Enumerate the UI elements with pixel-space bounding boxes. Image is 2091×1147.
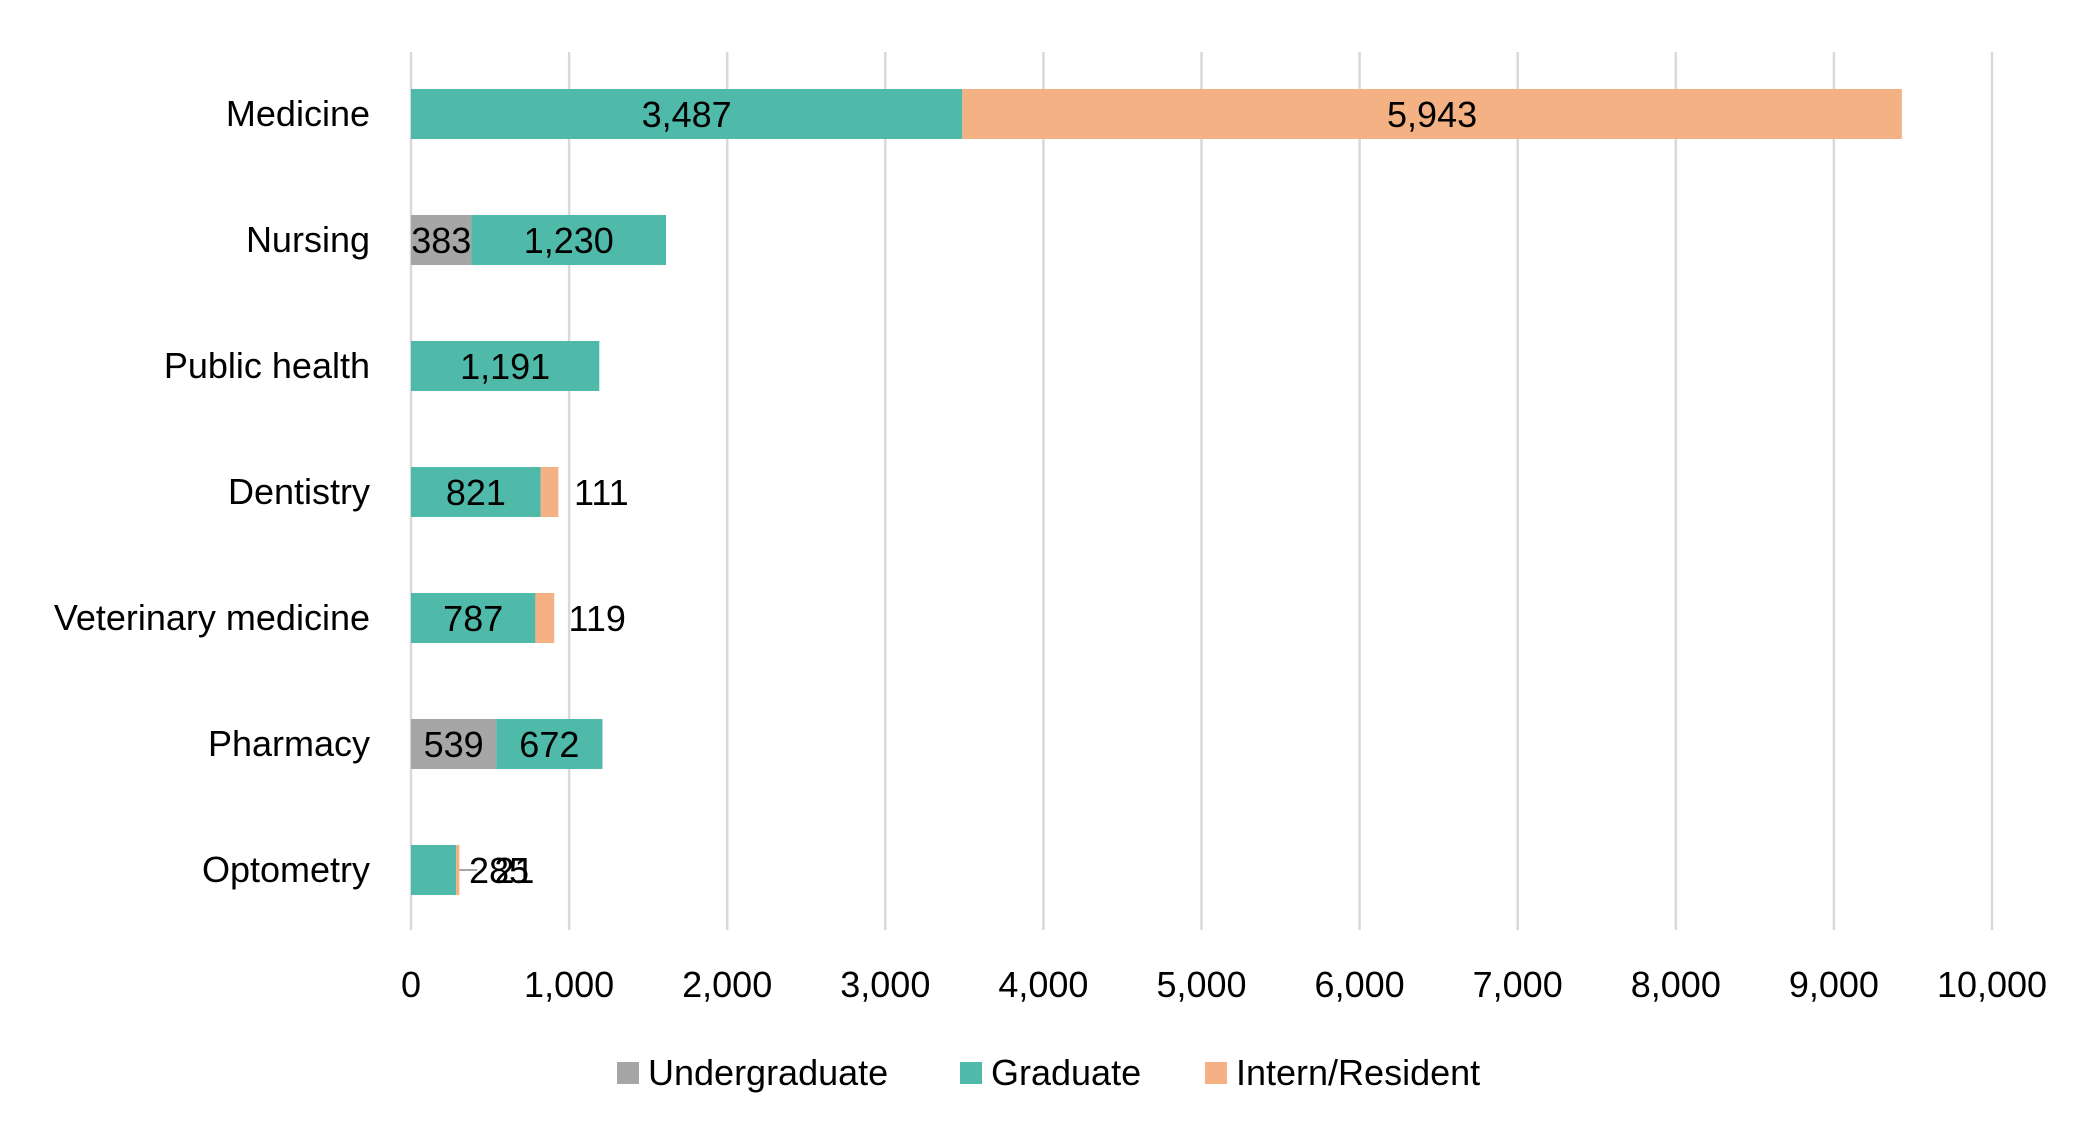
x-tick-label-9: 9,000 — [1789, 964, 1879, 1005]
legend-label-intern-resident: Intern/Resident — [1236, 1052, 1480, 1093]
bar-nursing-undergraduate — [411, 215, 472, 265]
legend: Undergraduate Graduate Intern/Resident — [617, 1052, 1480, 1093]
x-tick-label-10: 10,000 — [1937, 964, 2047, 1005]
bar-pharmacy-graduate — [496, 719, 603, 769]
category-label-dentistry: Dentistry — [228, 471, 370, 512]
bar-medicine-graduate — [411, 89, 963, 139]
bar-veterinary-medicine-intern-resident — [535, 593, 555, 643]
data-label-nursing-undergraduate: 383 — [411, 220, 471, 261]
category-label-optometry: Optometry — [202, 849, 370, 890]
bars — [411, 89, 1902, 895]
gridlines — [409, 52, 1994, 930]
bar-dentistry-graduate — [411, 467, 541, 517]
category-label-public-health: Public health — [164, 345, 370, 386]
legend-swatch-intern-resident — [1205, 1062, 1227, 1084]
data-label-pharmacy-undergraduate: 539 — [424, 724, 484, 765]
legend-label-graduate: Graduate — [991, 1052, 1141, 1093]
bar-optometry-intern-resident — [456, 845, 460, 895]
bar-nursing-graduate — [471, 215, 667, 265]
category-label-nursing: Nursing — [246, 219, 370, 260]
data-label-public-health-graduate: 1,191 — [460, 346, 550, 387]
data-label-veterinary-medicine-intern-resident: 119 — [569, 598, 626, 639]
x-tick-label-5: 5,000 — [1156, 964, 1246, 1005]
x-tick-label-8: 8,000 — [1631, 964, 1721, 1005]
x-tick-label-0: 0 — [401, 964, 421, 1005]
bar-medicine-intern-resident — [962, 89, 1902, 139]
data-label-optometry-graduate: 285 — [469, 850, 529, 891]
data-label-veterinary-medicine-graduate: 787 — [443, 598, 503, 639]
category-label-pharmacy: Pharmacy — [208, 723, 370, 764]
bar-pharmacy-undergraduate — [411, 719, 497, 769]
legend-label-undergraduate: Undergraduate — [648, 1052, 888, 1093]
data-label-dentistry-intern-resident: 111 — [574, 472, 629, 513]
x-axis-tick-labels: 0 1,000 2,000 3,000 4,000 5,000 6,000 7,000 8,00… — [401, 964, 2047, 1005]
data-label-nursing-graduate: 1,230 — [524, 220, 614, 261]
x-tick-label-4: 4,000 — [998, 964, 1088, 1005]
data-labels: 3,487 5,943 383 1,230 1,191 821 111 787 119 539 67… — [411, 94, 1477, 891]
legend-swatch-undergraduate — [617, 1062, 639, 1084]
category-label-veterinary-medicine: Veterinary medicine — [54, 597, 370, 638]
data-label-medicine-intern-resident: 5,943 — [1387, 94, 1477, 135]
category-label-medicine: Medicine — [226, 93, 370, 134]
x-tick-label-6: 6,000 — [1315, 964, 1405, 1005]
bar-public-health-graduate — [411, 341, 600, 391]
x-tick-label-2: 2,000 — [682, 964, 772, 1005]
x-tick-label-7: 7,000 — [1473, 964, 1563, 1005]
x-tick-label-1: 1,000 — [524, 964, 614, 1005]
category-labels: Medicine Nursing Public health Dentistry Vet… — [54, 93, 370, 890]
bar-veterinary-medicine-graduate — [411, 593, 536, 643]
data-label-pharmacy-graduate: 672 — [519, 724, 579, 765]
data-label-optometry-intern-resident: 21 — [494, 850, 534, 891]
bar-optometry-graduate — [411, 845, 457, 895]
legend-swatch-graduate — [960, 1062, 982, 1084]
data-label-dentistry-graduate: 821 — [446, 472, 506, 513]
x-tick-label-3: 3,000 — [840, 964, 930, 1005]
bar-dentistry-intern-resident — [540, 467, 559, 517]
data-label-medicine-graduate: 3,487 — [642, 94, 732, 135]
